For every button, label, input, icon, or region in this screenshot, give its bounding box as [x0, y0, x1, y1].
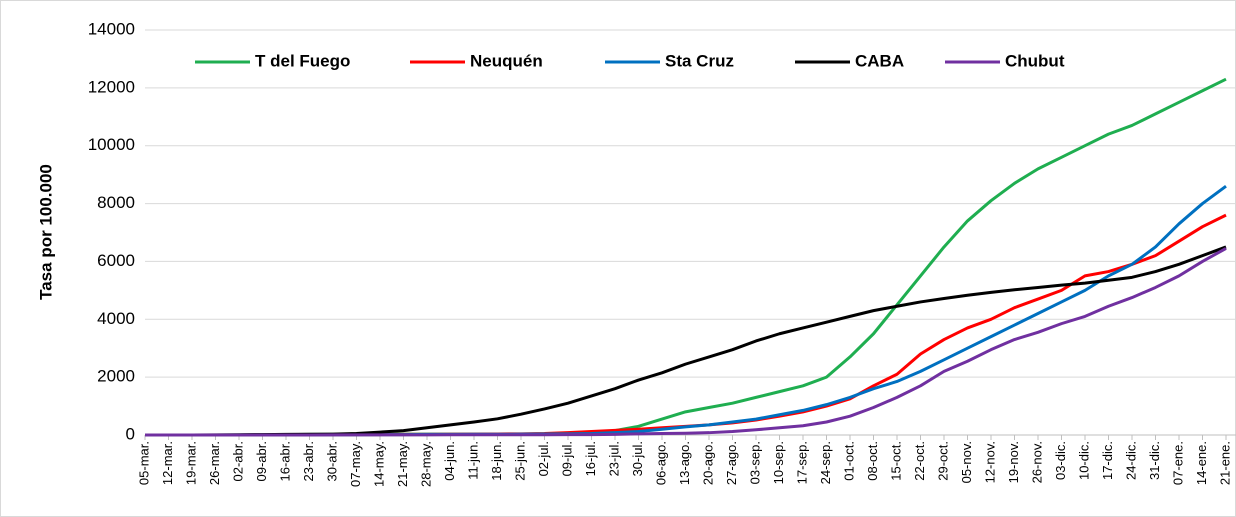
x-tick-label: 06-ago.: [653, 441, 668, 485]
x-tick-label: 19-mar.: [183, 441, 198, 485]
x-tick-label: 13-ago.: [677, 441, 692, 485]
y-axis-label: Tasa por 100.000: [36, 164, 55, 300]
x-tick-label: 23-abr.: [301, 441, 316, 481]
x-tick-label: 09-abr.: [254, 441, 269, 481]
x-tick-label: 30-abr.: [324, 441, 339, 481]
x-tick-label: 01-oct.: [841, 441, 856, 481]
x-tick-label: 17-dic.: [1100, 441, 1115, 480]
x-tick-label: 02-jul.: [536, 441, 551, 476]
x-tick-label: 24-dic.: [1123, 441, 1138, 480]
x-tick-label: 20-ago.: [700, 441, 715, 485]
y-tick-label: 4000: [97, 309, 135, 328]
x-tick-label: 16-abr.: [277, 441, 292, 481]
x-tick-label: 02-abr.: [230, 441, 245, 481]
x-tick-label: 25-jun.: [512, 441, 527, 481]
x-tick-label: 22-oct.: [912, 441, 927, 481]
x-tick-label: 10-sep.: [771, 441, 786, 484]
x-tick-label: 21-ene.: [1217, 441, 1232, 485]
legend-label: Sta Cruz: [665, 51, 734, 70]
y-tick-label: 12000: [88, 77, 135, 96]
x-tick-label: 11-jun.: [465, 441, 480, 480]
x-tick-label: 03-dic.: [1053, 441, 1068, 480]
y-tick-label: 6000: [97, 251, 135, 270]
x-tick-label: 19-nov.: [1006, 441, 1021, 483]
legend-label: Chubut: [1005, 51, 1065, 70]
x-tick-label: 26-nov.: [1029, 441, 1044, 483]
x-tick-label: 09-jul.: [559, 441, 574, 476]
y-tick-label: 8000: [97, 193, 135, 212]
x-tick-label: 28-may.: [418, 441, 433, 487]
x-tick-label: 29-oct.: [935, 441, 950, 481]
x-tick-label: 23-jul.: [606, 441, 621, 476]
x-tick-label: 07-ene.: [1170, 441, 1185, 485]
x-tick-label: 14-ene.: [1194, 441, 1209, 485]
series-line: [145, 247, 1227, 437]
x-tick-label: 12-mar.: [160, 441, 175, 485]
x-tick-label: 10-dic.: [1076, 441, 1091, 480]
x-tick-label: 16-jul.: [583, 441, 598, 476]
x-tick-label: 24-sep.: [818, 441, 833, 484]
x-tick-label: 05-nov.: [959, 441, 974, 483]
x-tick-label: 04-jun.: [442, 441, 457, 481]
x-tick-label: 15-oct.: [888, 441, 903, 481]
legend-label: T del Fuego: [255, 51, 350, 70]
x-tick-label: 05-mar.: [136, 441, 151, 485]
x-tick-label: 03-sep.: [747, 441, 762, 484]
x-tick-label: 14-may.: [371, 441, 386, 487]
x-tick-label: 31-dic.: [1147, 441, 1162, 480]
y-tick-label: 2000: [97, 367, 135, 386]
x-tick-label: 08-oct.: [865, 441, 880, 481]
x-tick-label: 18-jun.: [489, 441, 504, 481]
y-tick-label: 10000: [88, 135, 135, 154]
x-tick-label: 26-mar.: [207, 441, 222, 485]
x-tick-label: 12-nov.: [982, 441, 997, 483]
y-tick-label: 14000: [88, 19, 135, 38]
x-tick-label: 27-ago.: [724, 441, 739, 485]
legend-label: Neuquén: [470, 51, 543, 70]
x-tick-label: 21-may.: [395, 441, 410, 487]
x-tick-label: 30-jul.: [630, 441, 645, 476]
y-tick-label: 0: [126, 424, 135, 443]
x-tick-label: 07-may.: [348, 441, 363, 487]
legend-label: CABA: [855, 51, 904, 70]
x-tick-label: 17-sep.: [794, 441, 809, 484]
